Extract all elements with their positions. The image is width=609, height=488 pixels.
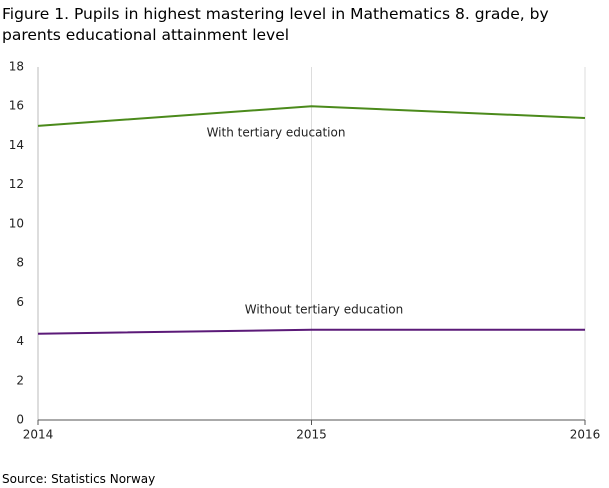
x-tick-label: 2014 [23,428,54,442]
y-tick-label: 18 [9,60,24,74]
series-line [37,328,585,335]
y-tick-label: 0 [16,413,24,427]
y-tick-label: 10 [9,216,24,230]
source: Source: Statistics Norway [2,472,156,486]
x-tick-label: 2016 [570,428,601,442]
y-tick-label: 8 [16,256,24,270]
y-tick-label: 4 [16,334,24,348]
series-label: Without tertiary education [245,303,404,317]
chart: 0 2 4 6 8 10 12 14 16 18 2014 2015 2016 With tertiary… [9,60,601,442]
series-line [37,105,586,127]
x-tick-label: 2015 [296,428,327,442]
y-tick-label: 14 [9,138,24,152]
y-tick-label: 12 [9,177,24,191]
y-tick-label: 16 [9,99,24,113]
chart-title: Figure 1. Pupils in highest mastering le… [2,5,549,44]
series-label: With tertiary education [207,126,346,140]
y-tick-label: 2 [16,373,24,387]
y-tick-label: 6 [16,295,24,309]
